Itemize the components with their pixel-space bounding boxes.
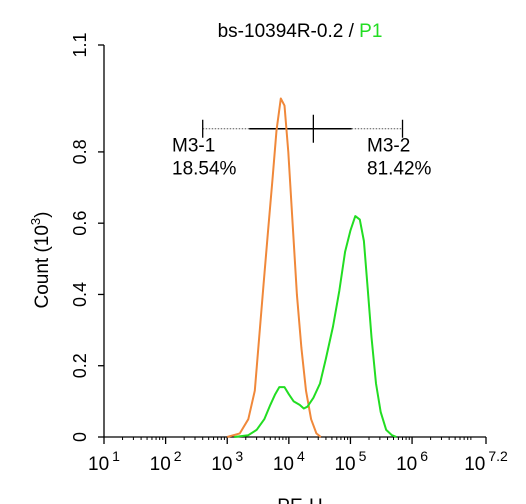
x-tick-base: 10 — [88, 454, 109, 475]
y-axis-label: Count (103) — [28, 211, 53, 308]
marker-label: M3-2 — [367, 136, 410, 157]
x-tick-label: 10 3 — [211, 448, 243, 475]
histogram-series-green — [234, 215, 397, 438]
y-axis-ticks: 0 0.2 0.4 0.6 0.8 1.1 — [70, 32, 104, 442]
x-tick-label: 10 5 — [334, 448, 366, 475]
y-tick-label: 0.4 — [70, 282, 90, 307]
x-tick-label: 10 1 — [88, 448, 120, 475]
x-tick-base: 10 — [396, 454, 417, 475]
marker-gates: M3-118.54% M3-281.42% — [172, 114, 432, 180]
x-tick-exponent: 4 — [297, 448, 305, 464]
x-tick-base: 10 — [273, 454, 294, 475]
x-tick-base: 10 — [334, 454, 355, 475]
marker-percent: 18.54% — [172, 159, 237, 180]
x-tick-base: 10 — [150, 454, 171, 475]
marker-label: M3-1 — [172, 136, 215, 157]
chart-title: bs-10394R-0.2 / P1 — [218, 21, 383, 42]
marker-percent: 81.42% — [367, 159, 432, 180]
x-axis-label: PE-H — [277, 496, 322, 504]
x-axis-ticks: 10 1 10 2 10 3 10 4 10 5 10 6 10 7.2 — [88, 437, 508, 475]
plot-area: 00.20.40.60.81.1 10 1 10 2 10 3 10 4 10 5 10 6 10 7.2… — [70, 32, 508, 475]
y-axis-label-exponent: 3 — [28, 218, 43, 225]
chart-title-sample: bs-10394R-0.2 / — [218, 21, 360, 42]
x-tick-label: 10 6 — [396, 448, 428, 475]
y-tick-label: 1.1 — [70, 32, 90, 57]
x-tick-exponent: 2 — [174, 448, 182, 464]
x-tick-base: 10 — [464, 454, 485, 475]
y-tick-label: 0.8 — [70, 139, 90, 164]
x-tick-exponent: 6 — [420, 448, 428, 464]
y-axis-label-close: ) — [32, 211, 53, 217]
x-tick-label: 10 7.2 — [464, 448, 508, 475]
chart-title-gate: P1 — [359, 21, 382, 42]
x-tick-exponent: 1 — [112, 448, 120, 464]
histogram-series-orange — [226, 97, 322, 438]
y-tick-label: 0 — [70, 432, 90, 442]
x-tick-exponent: 5 — [359, 448, 367, 464]
x-tick-exponent: 7.2 — [488, 448, 508, 464]
y-tick-label: 0.2 — [70, 353, 90, 378]
y-axis-label-main: Count (10 — [32, 225, 53, 308]
y-tick-label: 0.6 — [70, 211, 90, 236]
x-tick-exponent: 3 — [235, 448, 243, 464]
x-tick-base: 10 — [211, 454, 232, 475]
x-tick-label: 10 4 — [273, 448, 305, 475]
x-tick-label: 10 2 — [150, 448, 182, 475]
histogram-series — [226, 97, 397, 438]
